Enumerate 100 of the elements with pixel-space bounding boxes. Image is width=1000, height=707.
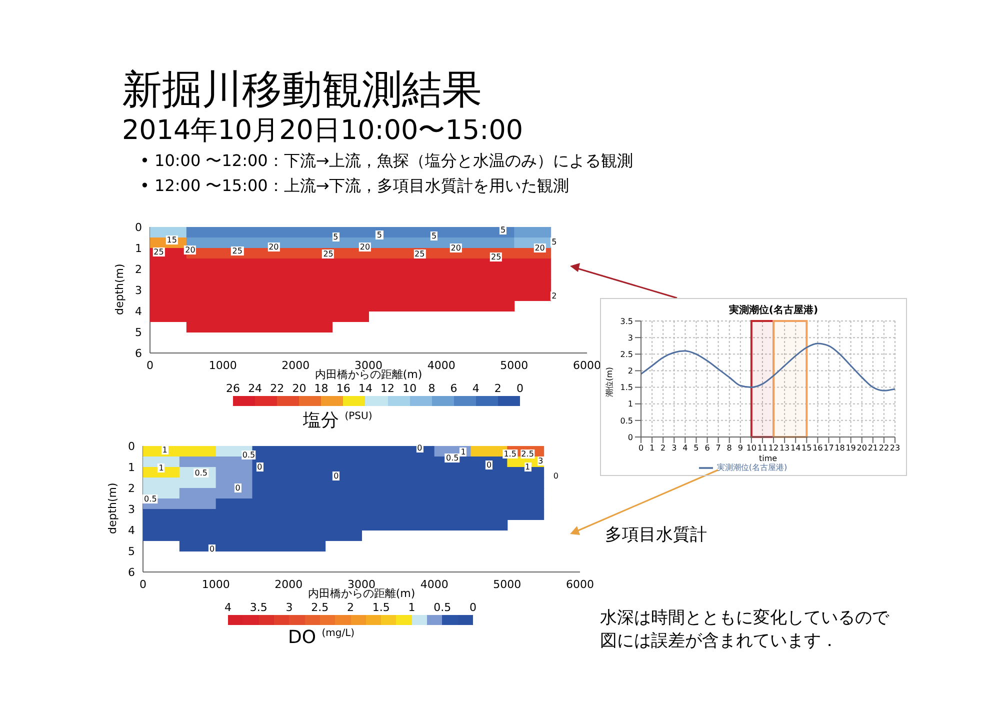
chart-title: 実測潮位(名古屋港)	[728, 305, 818, 316]
annotation: 1	[158, 464, 165, 473]
y-axis-title: depth(m)	[112, 264, 126, 315]
annotation: 20	[358, 242, 372, 252]
x-tick-label: 22	[878, 444, 890, 453]
annotation: 20	[450, 244, 462, 253]
annotation: 0	[256, 462, 264, 472]
x-tick-label: 5000	[493, 578, 522, 591]
x-tick-label: 1000	[202, 578, 230, 591]
x-tick-label: 5000	[500, 358, 528, 372]
color-bar-label: 10	[402, 382, 417, 395]
color-bar-label: 20	[292, 382, 306, 395]
x-tick-label: 2000	[274, 578, 303, 591]
x-tick-label: 11	[757, 444, 768, 453]
annotation: 2	[550, 292, 558, 301]
color-bar-label: 8	[428, 382, 436, 395]
x-tick-label: 2	[660, 444, 666, 453]
x-tick-label: 1000	[208, 358, 237, 372]
x-tick-label: 19	[846, 444, 856, 453]
annotation: 0	[486, 460, 493, 470]
color-bar-label: 0	[470, 601, 476, 614]
annotation: 0.5	[241, 450, 256, 460]
color-bar-label: 2	[347, 601, 354, 614]
y-tick-label: 1	[128, 460, 135, 474]
y-tick-label: 4	[135, 304, 142, 318]
x-tick-label: 9	[738, 444, 743, 453]
annotation: 5	[430, 232, 438, 241]
annotation: 0.5	[445, 453, 460, 462]
color-bar-label: 1.5	[372, 601, 390, 614]
annotation: 15	[166, 235, 178, 244]
x-tick-label: 6000	[573, 358, 601, 372]
color-bar-label: 0.5	[434, 601, 452, 614]
color-bar-label: 16	[336, 382, 350, 395]
x-tick-label: 0	[638, 444, 644, 453]
text: • 10:00 〜12:00：下流→上流，魚探（塩分と水温のみ）による観測	[140, 151, 634, 172]
chart-title: 新掘川移動観測結果	[122, 67, 482, 113]
annotation: 25	[414, 250, 426, 259]
y-tick-label: 2	[135, 262, 142, 276]
annotation: 1.5	[502, 449, 518, 458]
x-tick-label: 15	[802, 444, 812, 453]
annotation: 5	[332, 232, 340, 242]
color-bar-label: 4	[472, 382, 480, 395]
line-series	[641, 342, 895, 392]
annotation: 1	[524, 462, 532, 472]
x-tick-label: 17	[824, 444, 834, 453]
annotation: 2.5	[520, 449, 535, 458]
annotation: 0.5	[143, 494, 158, 504]
x-tick-label: 0	[146, 358, 154, 372]
x-tick-label: 20	[856, 444, 867, 453]
y-tick-label: 2.5	[620, 350, 633, 359]
annotation: 25	[490, 252, 502, 262]
annotation: 20	[268, 242, 280, 252]
color-bar-label: 12	[380, 382, 395, 395]
color-bar-label: 18	[314, 382, 328, 395]
x-tick-label: 5	[694, 444, 699, 453]
x-axis-title: 内田橋からの距離(m)	[308, 587, 416, 600]
color-bar-label: 6	[450, 382, 458, 395]
y-tick-label: 2	[128, 482, 135, 495]
annotation: 0	[552, 472, 560, 481]
x-tick-label: 18	[834, 444, 845, 453]
color-bar-label: 3	[286, 601, 293, 614]
x-tick-label: 14	[790, 444, 801, 453]
y-tick-label: 1.5	[620, 383, 633, 392]
text: • 12:00 〜15:00：上流→下流，多項目水質計を用いた観測	[140, 176, 570, 197]
x-tick-label: 8	[726, 444, 732, 453]
color-bar-label: 1	[408, 601, 416, 614]
y-tick-label: 3.5	[620, 316, 633, 326]
annotation: 0	[332, 472, 340, 481]
annotation: 0	[208, 544, 216, 554]
x-tick-label: 16	[812, 444, 823, 453]
text: 水深は時間とともに変化しているので図には誤差が含まれています．	[600, 607, 890, 653]
x-tick-label: 10	[746, 444, 757, 453]
y-axis-title: 潮位(m)	[604, 366, 614, 397]
annotation: 20	[534, 244, 546, 253]
x-axis-title: time	[758, 454, 778, 463]
y-tick-label: 6	[128, 566, 135, 579]
x-tick-label: 2000	[282, 358, 310, 372]
color-bar-label: 2	[494, 382, 502, 395]
y-tick-label: 3	[135, 284, 142, 297]
x-tick-label: 3	[672, 444, 677, 453]
annotation: 20	[184, 246, 196, 255]
annotation: 5	[500, 226, 507, 235]
x-axis-title: 内田橋からの距離(m)	[314, 368, 422, 381]
y-tick-label: 0	[628, 432, 633, 442]
x-tick-label: 7	[716, 444, 721, 453]
color-bar-label: 2.5	[311, 601, 329, 614]
y-tick-label: 0	[135, 220, 142, 234]
color-bar-label: 0	[516, 382, 524, 395]
annotation: 25	[322, 250, 334, 259]
x-tick-label: 4000	[427, 358, 456, 372]
annotation: 3	[537, 456, 544, 466]
color-bar-label: 26	[226, 382, 240, 395]
color-bar-label: 14	[358, 382, 372, 395]
x-tick-label: 12	[768, 444, 779, 453]
x-tick-label: 4	[682, 444, 688, 453]
color-bar-label: 24	[248, 382, 262, 395]
x-tick-label: 1	[649, 444, 655, 453]
color-bar-label: 4	[224, 601, 232, 614]
annotation: 5	[550, 237, 558, 246]
x-tick-label: 6000	[566, 578, 594, 591]
